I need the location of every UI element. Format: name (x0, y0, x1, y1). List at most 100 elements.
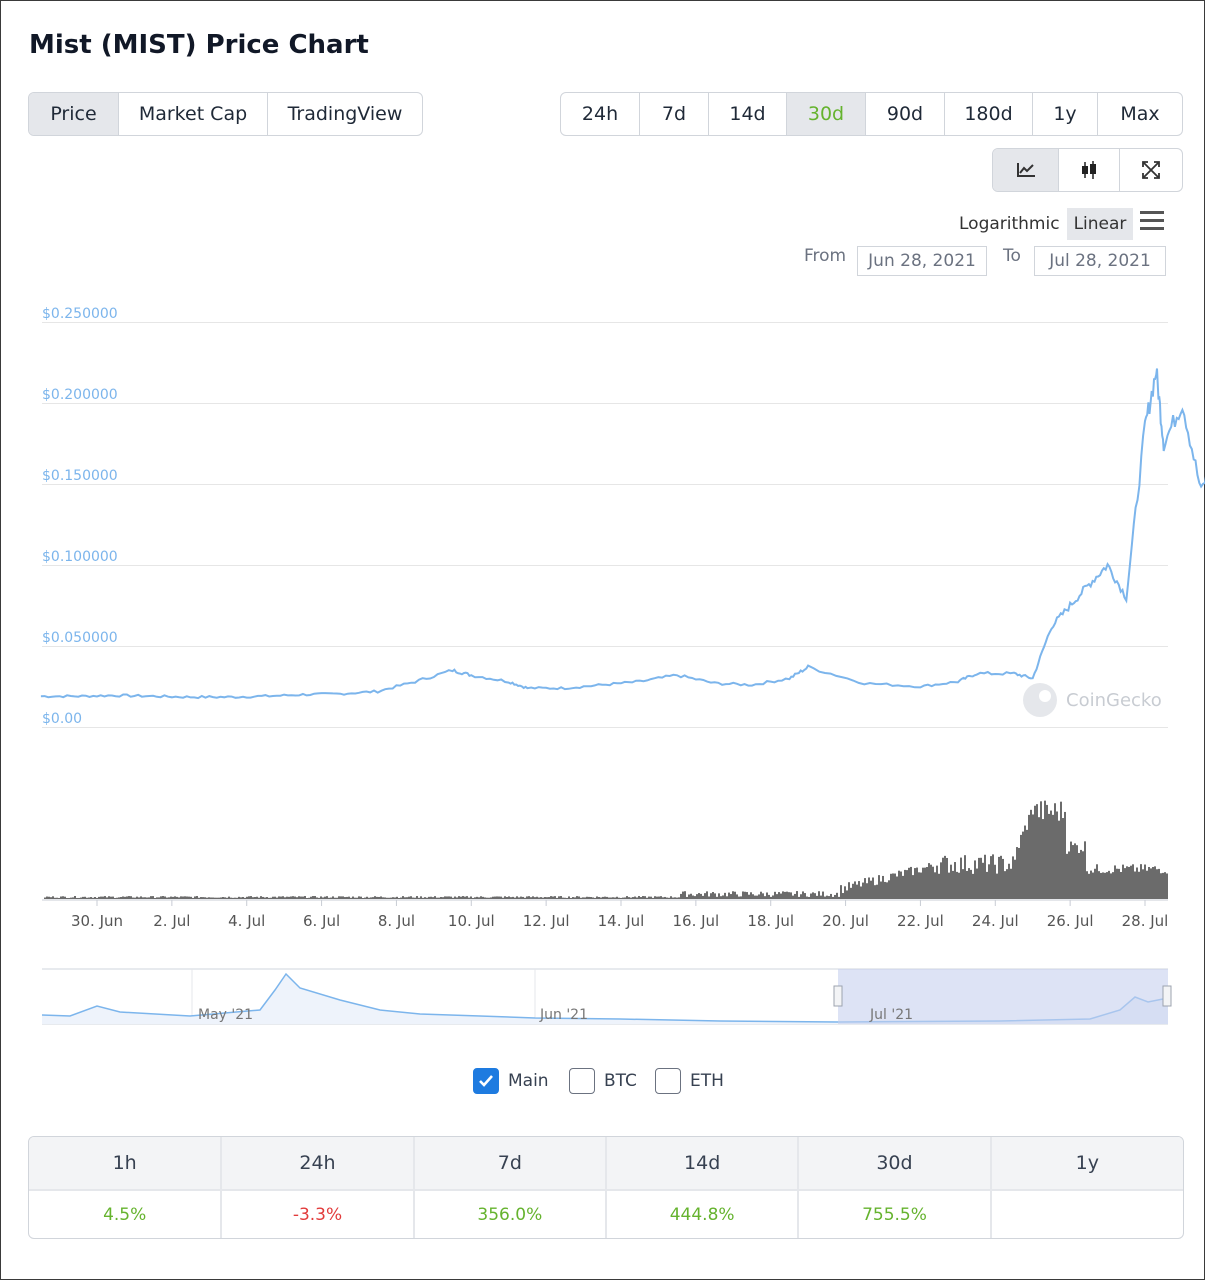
volume-bar (1062, 818, 1064, 899)
volume-bar (1054, 803, 1056, 899)
volume-bar (396, 896, 398, 899)
volume-bar (1050, 810, 1052, 899)
from-date-input[interactable] (857, 246, 987, 276)
volume-bar (244, 897, 246, 899)
navigator-handle-right[interactable] (1162, 985, 1172, 1007)
volume-bar (52, 896, 54, 899)
volume-bar (894, 873, 896, 899)
volume-bar (536, 896, 538, 899)
volume-bar (786, 891, 788, 899)
volume-bar (384, 897, 386, 899)
volume-bar (1118, 868, 1120, 899)
volume-bar (98, 896, 100, 899)
volume-bar (306, 897, 308, 899)
fullscreen-button[interactable] (1120, 149, 1182, 191)
volume-bar (520, 896, 522, 899)
volume-bar (500, 896, 502, 899)
linear-option[interactable]: Linear (1066, 208, 1134, 240)
volume-bar (830, 893, 832, 899)
volume-bar (68, 897, 70, 899)
range-24h[interactable]: 24h (561, 93, 640, 135)
volume-bar (142, 897, 144, 899)
stat-header: 7d (413, 1137, 607, 1191)
range-1y[interactable]: 1y (1033, 93, 1098, 135)
navigator-selection[interactable] (838, 969, 1168, 1024)
btc-checkbox[interactable] (569, 1068, 595, 1094)
volume-bar (818, 891, 820, 899)
eth-checkbox[interactable] (655, 1068, 681, 1094)
range-max[interactable]: Max (1120, 103, 1160, 125)
volume-bar (64, 896, 66, 899)
volume-bar (526, 896, 528, 899)
volume-bar (1108, 870, 1110, 899)
volume-bar (758, 894, 760, 899)
volume-bar (410, 896, 412, 899)
volume-bar (184, 896, 186, 899)
legend-btc[interactable]: BTC (569, 1068, 637, 1094)
range-14d[interactable]: 14d (709, 93, 787, 135)
tab-market-cap[interactable]: Market Cap (119, 93, 268, 135)
x-tick-label: 6. Jul (303, 912, 340, 930)
volume-bar (560, 896, 562, 899)
volume-bar (552, 896, 554, 899)
x-tick-label: 24. Jul (972, 912, 1019, 930)
volume-bar (596, 896, 598, 899)
volume-bar (138, 897, 140, 899)
volume-bar (268, 897, 270, 899)
main-checkbox[interactable] (473, 1068, 499, 1094)
volume-bar (1012, 856, 1014, 899)
navigator-handle-left[interactable] (833, 985, 843, 1007)
navigator[interactable]: May '21 Jun '21 Jul '21 (41, 968, 1172, 1025)
volume-bar (938, 873, 940, 899)
volume-bar (822, 891, 824, 899)
volume-bar (1010, 868, 1012, 899)
volume-bar (346, 896, 348, 899)
to-date-input[interactable] (1034, 246, 1166, 276)
volume-bar (1076, 845, 1078, 899)
volume-bar (420, 896, 422, 899)
line-chart-button[interactable] (993, 149, 1059, 191)
volume-bar (88, 897, 90, 899)
volume-bar (714, 893, 716, 899)
volume-bar (262, 896, 264, 899)
to-label: To (1003, 246, 1021, 266)
hamburger-menu-icon[interactable] (1140, 211, 1164, 231)
volume-bar (498, 896, 500, 899)
volume-bar (960, 857, 962, 899)
range-30d[interactable]: 30d (787, 93, 866, 135)
volume-bar (292, 896, 294, 899)
range-180d[interactable]: 180d (945, 93, 1033, 135)
volume-bar (788, 892, 790, 899)
volume-bar (836, 892, 838, 899)
volume-bar (652, 897, 654, 899)
volume-bar (170, 896, 172, 899)
volume-bar (966, 870, 968, 899)
volume-bar (388, 897, 390, 899)
volume-bar (116, 897, 118, 899)
y-axis-ticks: $0.250000 $0.200000 $0.150000 $0.100000 $0.0… (42, 306, 118, 727)
tab-tradingview[interactable]: TradingView (287, 103, 403, 125)
volume-bar (538, 897, 540, 899)
volume-bar (1056, 811, 1058, 899)
volume-bar (580, 897, 582, 899)
volume-bar (804, 893, 806, 899)
range-90d[interactable]: 90d (866, 93, 945, 135)
volume-bar (668, 897, 670, 899)
volume-bar (570, 897, 572, 899)
volume-bar (140, 896, 142, 899)
stat-header: 14d (605, 1137, 800, 1191)
range-7d[interactable]: 7d (640, 93, 709, 135)
volume-bar (260, 896, 262, 899)
volume-bar (648, 896, 650, 899)
tab-price[interactable]: Price (29, 93, 119, 135)
volume-bar (300, 896, 302, 899)
legend-eth[interactable]: ETH (655, 1068, 724, 1094)
stat-value-1h: 4.5% (29, 1190, 223, 1238)
price-chart[interactable]: $0.250000 $0.200000 $0.150000 $0.100000 $0.0… (0, 0, 1205, 1040)
legend-main[interactable]: Main (473, 1068, 549, 1094)
volume-bar (348, 896, 350, 899)
volume-bar (920, 872, 922, 899)
volume-bar (130, 896, 132, 899)
candlestick-button[interactable] (1059, 149, 1120, 191)
logarithmic-option[interactable]: Logarithmic (959, 214, 1060, 234)
